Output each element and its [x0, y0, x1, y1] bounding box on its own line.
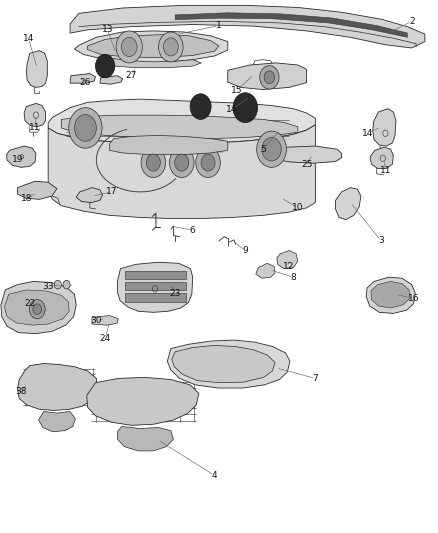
Text: 6: 6	[190, 226, 196, 235]
Polygon shape	[117, 426, 173, 451]
Polygon shape	[26, 51, 47, 87]
Circle shape	[63, 280, 70, 289]
Polygon shape	[256, 263, 275, 278]
Bar	[125, 271, 186, 279]
Text: 11: 11	[380, 166, 391, 175]
Text: 10: 10	[292, 204, 304, 212]
Polygon shape	[70, 74, 95, 83]
Text: 24: 24	[99, 334, 111, 343]
Text: 11: 11	[29, 124, 41, 132]
Text: 30: 30	[91, 317, 102, 325]
Circle shape	[260, 66, 279, 89]
Text: 18: 18	[21, 194, 32, 203]
Bar	[125, 293, 186, 302]
Text: 25: 25	[301, 160, 312, 168]
Polygon shape	[228, 63, 307, 90]
Polygon shape	[61, 115, 298, 139]
Polygon shape	[370, 147, 393, 168]
Circle shape	[163, 38, 178, 56]
Text: 5: 5	[260, 145, 266, 154]
Polygon shape	[87, 377, 199, 425]
Polygon shape	[265, 146, 342, 163]
Polygon shape	[4, 290, 69, 325]
Circle shape	[121, 37, 137, 56]
Text: 7: 7	[312, 374, 318, 383]
Polygon shape	[117, 262, 193, 312]
Polygon shape	[1, 281, 76, 334]
Polygon shape	[100, 76, 123, 84]
Polygon shape	[24, 103, 46, 127]
Text: 1: 1	[216, 21, 222, 30]
Polygon shape	[172, 345, 275, 383]
Text: 9: 9	[242, 246, 248, 255]
Bar	[125, 282, 186, 290]
Circle shape	[190, 94, 211, 119]
Circle shape	[257, 131, 286, 167]
Circle shape	[262, 138, 281, 161]
Circle shape	[264, 71, 275, 84]
Polygon shape	[76, 188, 102, 203]
Text: 4: 4	[212, 471, 217, 480]
Text: 14: 14	[362, 129, 374, 138]
Polygon shape	[74, 31, 228, 63]
Circle shape	[233, 93, 258, 123]
Circle shape	[175, 154, 189, 171]
Polygon shape	[7, 146, 36, 167]
Text: 38: 38	[15, 387, 27, 396]
Polygon shape	[18, 364, 97, 410]
Circle shape	[116, 31, 142, 63]
Text: 17: 17	[106, 188, 117, 196]
Polygon shape	[175, 13, 407, 37]
Text: 23: 23	[170, 289, 181, 297]
Polygon shape	[18, 181, 57, 199]
Polygon shape	[277, 251, 298, 269]
Polygon shape	[110, 135, 228, 155]
Text: 12: 12	[283, 262, 295, 271]
Text: 16: 16	[408, 294, 420, 303]
Circle shape	[170, 148, 194, 177]
Circle shape	[196, 148, 220, 177]
Circle shape	[95, 54, 115, 78]
Polygon shape	[92, 316, 118, 325]
Circle shape	[141, 148, 166, 177]
Text: 33: 33	[42, 282, 54, 291]
Text: 2: 2	[409, 17, 414, 26]
Circle shape	[29, 300, 45, 319]
Text: 22: 22	[24, 300, 35, 308]
Polygon shape	[48, 99, 315, 144]
Text: 8: 8	[290, 273, 297, 281]
Polygon shape	[373, 109, 396, 146]
Text: 26: 26	[80, 78, 91, 87]
Circle shape	[74, 115, 96, 141]
Circle shape	[146, 154, 160, 171]
Text: 14: 14	[23, 34, 34, 43]
Polygon shape	[366, 277, 415, 313]
Circle shape	[201, 154, 215, 171]
Circle shape	[159, 32, 183, 62]
Text: 13: 13	[102, 25, 113, 34]
Circle shape	[69, 108, 102, 148]
Circle shape	[33, 304, 42, 314]
Text: 3: 3	[378, 237, 384, 245]
Polygon shape	[105, 59, 201, 68]
Text: 14: 14	[226, 105, 238, 114]
Text: 27: 27	[126, 71, 137, 80]
Circle shape	[54, 280, 61, 289]
Text: 15: 15	[231, 86, 242, 95]
Text: 19: 19	[12, 156, 23, 164]
Polygon shape	[39, 411, 75, 432]
Polygon shape	[167, 340, 290, 388]
Polygon shape	[336, 188, 361, 220]
Polygon shape	[70, 5, 425, 48]
Polygon shape	[48, 125, 315, 219]
Polygon shape	[88, 35, 219, 58]
Polygon shape	[371, 281, 410, 308]
